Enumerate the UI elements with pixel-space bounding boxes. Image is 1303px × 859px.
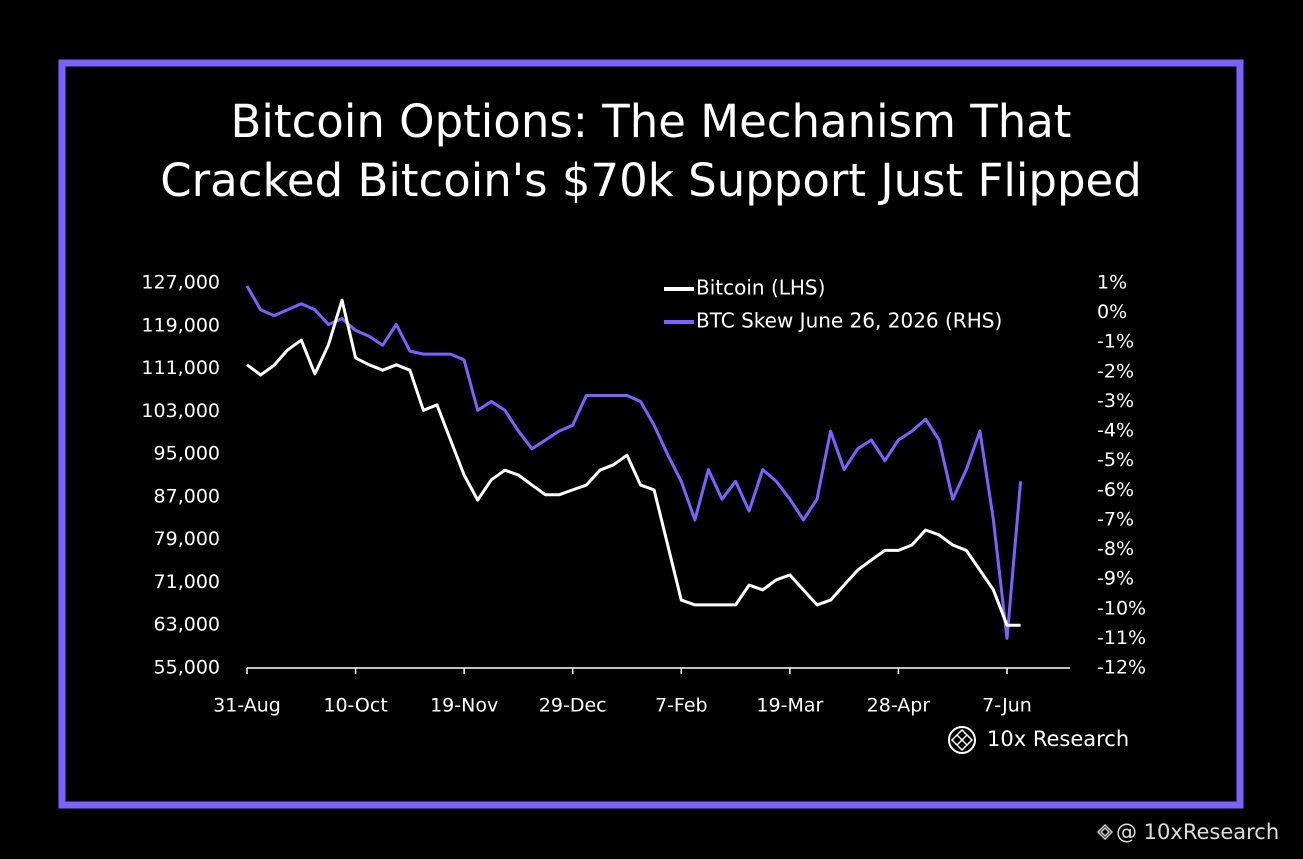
frame	[58, 59, 1244, 809]
y2-tick-label: -7%	[1097, 508, 1134, 530]
y-tick-label: 103,000	[141, 400, 220, 422]
x-tick-label: 7-Feb	[655, 695, 708, 717]
y-tick-label: 71,000	[154, 571, 220, 593]
y2-tick-label: -1%	[1097, 331, 1134, 353]
x-tick-label: 29-Dec	[539, 695, 607, 717]
y2-tick-label: -11%	[1097, 627, 1146, 649]
x-tick-label: 7-Jun	[982, 695, 1032, 717]
y-tick-label: 95,000	[154, 443, 220, 465]
y2-tick-label: -8%	[1097, 538, 1134, 560]
x-tick-label: 19-Mar	[756, 695, 823, 717]
watermark: @ 10xResearch	[1116, 820, 1279, 844]
y2-tick-label: -2%	[1097, 360, 1134, 382]
y2-tick-label: -6%	[1097, 479, 1134, 501]
legend-label: Bitcoin (LHS)	[696, 276, 825, 300]
source-logo	[948, 726, 976, 754]
y-tick-label: 111,000	[141, 357, 220, 379]
x-tick-label: 31-Aug	[213, 695, 281, 717]
y2-tick-label: -4%	[1097, 420, 1134, 442]
x-tick-label: 19-Nov	[430, 695, 498, 717]
y2-tick-label: -12%	[1097, 657, 1146, 679]
y-tick-label: 127,000	[141, 272, 220, 294]
y2-tick-label: 0%	[1097, 301, 1127, 323]
y-tick-label: 87,000	[154, 485, 220, 507]
source: 10x Research	[987, 727, 1129, 751]
y-tick-label: 55,000	[154, 657, 220, 679]
y2-tick-label: -5%	[1097, 449, 1134, 471]
y-tick-label: 119,000	[141, 314, 220, 336]
y2-tick-label: -10%	[1097, 597, 1146, 619]
chart-title: Bitcoin Options: The Mechanism That	[231, 95, 1072, 148]
y-tick-label: 79,000	[154, 528, 220, 550]
series-line	[245, 285, 1023, 640]
x-tick-label: 10-Oct	[323, 695, 387, 717]
x-tick-label: 28-Apr	[867, 695, 931, 717]
legend-label: BTC Skew June 26, 2026 (RHS)	[696, 309, 1002, 333]
y-tick-label: 63,000	[154, 614, 220, 636]
y2-tick-label: -3%	[1097, 390, 1134, 412]
y2-tick-label: -9%	[1097, 568, 1134, 590]
watermark-logo	[1096, 823, 1114, 841]
y2-tick-label: 1%	[1097, 272, 1127, 294]
chart-title: Cracked Bitcoin's $70k Support Just Flip…	[160, 154, 1142, 207]
series-line	[246, 298, 1021, 627]
